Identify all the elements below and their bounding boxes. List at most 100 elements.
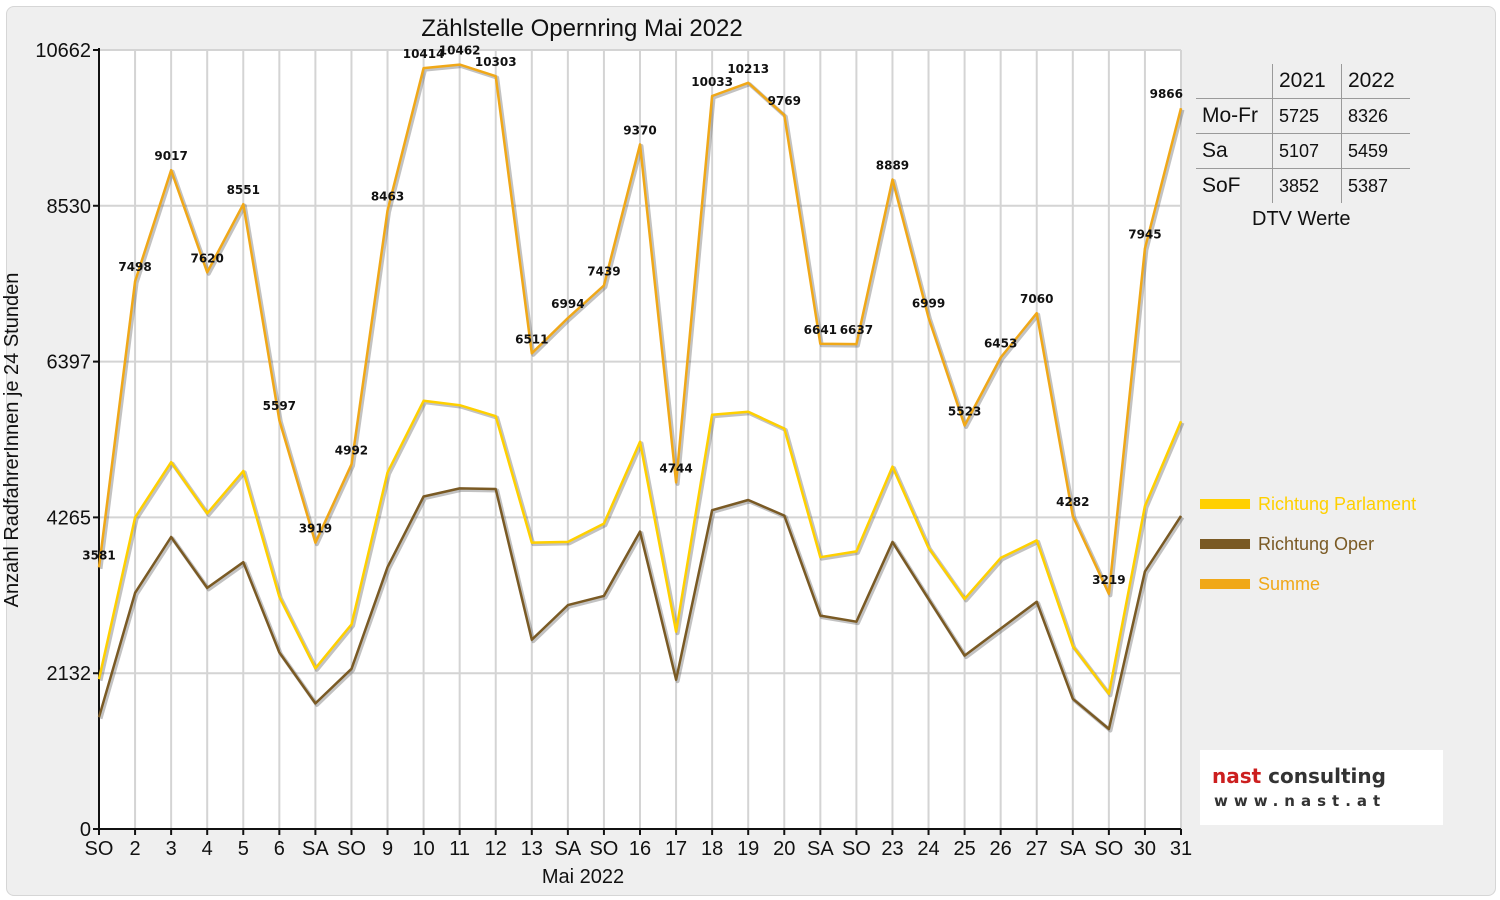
dtv-header-row: 2021 2022 <box>1196 64 1410 99</box>
data-label: 9017 <box>154 149 187 163</box>
dtv-value-2022: 5459 <box>1341 133 1410 169</box>
data-label: 8463 <box>371 190 404 204</box>
y-tick-label: 4265 <box>47 507 92 529</box>
data-label: 7060 <box>1020 292 1053 306</box>
x-tick-label: SA <box>1059 838 1086 860</box>
x-axis-title: Mai 2022 <box>542 866 624 888</box>
x-tick-label: 31 <box>1170 838 1192 860</box>
data-label: 6999 <box>912 297 945 311</box>
data-label: 5523 <box>948 404 981 418</box>
data-label: 10213 <box>727 62 769 76</box>
dtv-corner <box>1196 64 1273 99</box>
x-tick-label: 25 <box>953 838 975 860</box>
x-tick-label: 5 <box>238 838 249 860</box>
dtv-row-label: Mo-Fr <box>1196 98 1273 134</box>
logo-brand-consulting: consulting <box>1261 764 1386 788</box>
data-label: 9769 <box>768 94 801 108</box>
nast-consulting-logo: nast consulting www.nast.at <box>1200 750 1443 825</box>
x-tick-label: 6 <box>274 838 285 860</box>
logo-brand: nast consulting <box>1212 764 1386 788</box>
x-tick-label: SO <box>1094 838 1123 860</box>
dtv-row-label: SoF <box>1196 168 1273 203</box>
logo-website: www.nast.at <box>1214 792 1387 810</box>
dtv-value-2022: 5387 <box>1341 168 1410 203</box>
y-tick-label: 2132 <box>47 663 92 685</box>
x-tick-label: 23 <box>881 838 903 860</box>
y-axis-title: Anzahl RadfahrerInnen je 24 Stunden <box>1 273 23 608</box>
logo-brand-nast: nast <box>1212 764 1262 788</box>
x-tick-label: SO <box>337 838 366 860</box>
data-label: 3219 <box>1092 573 1125 587</box>
x-tick-label: 11 <box>449 838 470 860</box>
data-label: 6641 <box>804 323 837 337</box>
x-tick-label: SA <box>302 838 329 860</box>
data-label: 10462 <box>439 44 481 58</box>
x-tick-label: 18 <box>701 838 723 860</box>
x-tick-label: SO <box>842 838 871 860</box>
x-tick-label: 16 <box>629 838 651 860</box>
y-tick-label: 10662 <box>35 40 91 62</box>
dtv-value-2021: 5725 <box>1272 98 1342 134</box>
series-line-summe <box>97 63 1183 596</box>
data-label: 4744 <box>659 461 692 475</box>
data-label: 6511 <box>515 332 548 346</box>
x-tick-label: 12 <box>485 838 507 860</box>
x-tick-label: 9 <box>382 838 393 860</box>
dtv-caption: DTV Werte <box>1252 208 1351 230</box>
data-label: 9370 <box>623 123 656 137</box>
data-label: 3919 <box>299 522 332 536</box>
dtv-value-2021: 5107 <box>1272 133 1342 169</box>
x-tick-label: 30 <box>1134 838 1156 860</box>
data-label: 4992 <box>335 443 368 457</box>
data-label: 7439 <box>587 264 620 278</box>
data-label: 10303 <box>475 55 517 69</box>
x-tick-label: 26 <box>990 838 1012 860</box>
data-label: 6453 <box>984 337 1017 351</box>
x-tick-label: 17 <box>665 838 687 860</box>
data-label: 4282 <box>1056 495 1089 509</box>
legend-item-parlament: Richtung Parlament <box>1200 492 1416 516</box>
data-label: 7498 <box>118 260 151 274</box>
dtv-year-2022: 2022 <box>1341 64 1410 99</box>
data-label: 3581 <box>82 548 115 562</box>
x-tick-label: 20 <box>773 838 795 860</box>
series-line-richtung-oper <box>97 487 1183 731</box>
data-label: 8889 <box>876 159 909 173</box>
data-label: 6994 <box>551 297 584 311</box>
x-tick-label: 4 <box>202 838 213 860</box>
legend-swatch-summe <box>1200 579 1250 589</box>
x-tick-label: 24 <box>917 838 939 860</box>
data-label: 7945 <box>1128 228 1161 242</box>
legend-item-summe: Summe <box>1200 572 1320 596</box>
legend-swatch-parlament <box>1200 499 1250 509</box>
data-label: 8551 <box>227 183 260 197</box>
dtv-year-2021: 2021 <box>1272 64 1342 99</box>
data-label: 7620 <box>190 251 223 265</box>
x-tick-label: 27 <box>1026 838 1048 860</box>
data-label: 10414 <box>403 47 445 61</box>
legend-item-oper: Richtung Oper <box>1200 532 1374 556</box>
data-label: 9866 <box>1150 87 1183 101</box>
x-tick-label: 3 <box>166 838 177 860</box>
data-label: 10033 <box>691 75 733 89</box>
x-tick-label: SA <box>807 838 834 860</box>
x-tick-label: 10 <box>412 838 434 860</box>
y-tick-label: 0 <box>80 819 91 841</box>
dtv-row: Mo-Fr 5725 8326 <box>1196 98 1410 134</box>
x-tick-label: SA <box>555 838 582 860</box>
dtv-table: 2021 2022 Mo-Fr 5725 8326 Sa 5107 5459 S… <box>1196 64 1410 203</box>
x-tick-label: SO <box>85 838 114 860</box>
dtv-value-2022: 8326 <box>1341 98 1410 134</box>
data-label: 6637 <box>840 323 873 337</box>
x-tick-label: SO <box>589 838 618 860</box>
dtv-row: Sa 5107 5459 <box>1196 133 1410 169</box>
dtv-row-label: Sa <box>1196 133 1273 169</box>
y-tick-label: 8530 <box>47 196 92 218</box>
chart-title: Zählstelle Opernring Mai 2022 <box>421 15 743 42</box>
x-tick-label: 2 <box>130 838 141 860</box>
legend-swatch-oper <box>1200 539 1250 549</box>
x-tick-label: 13 <box>521 838 543 860</box>
data-label: 5597 <box>263 399 296 413</box>
legend-label-parlament: Richtung Parlament <box>1258 493 1417 514</box>
